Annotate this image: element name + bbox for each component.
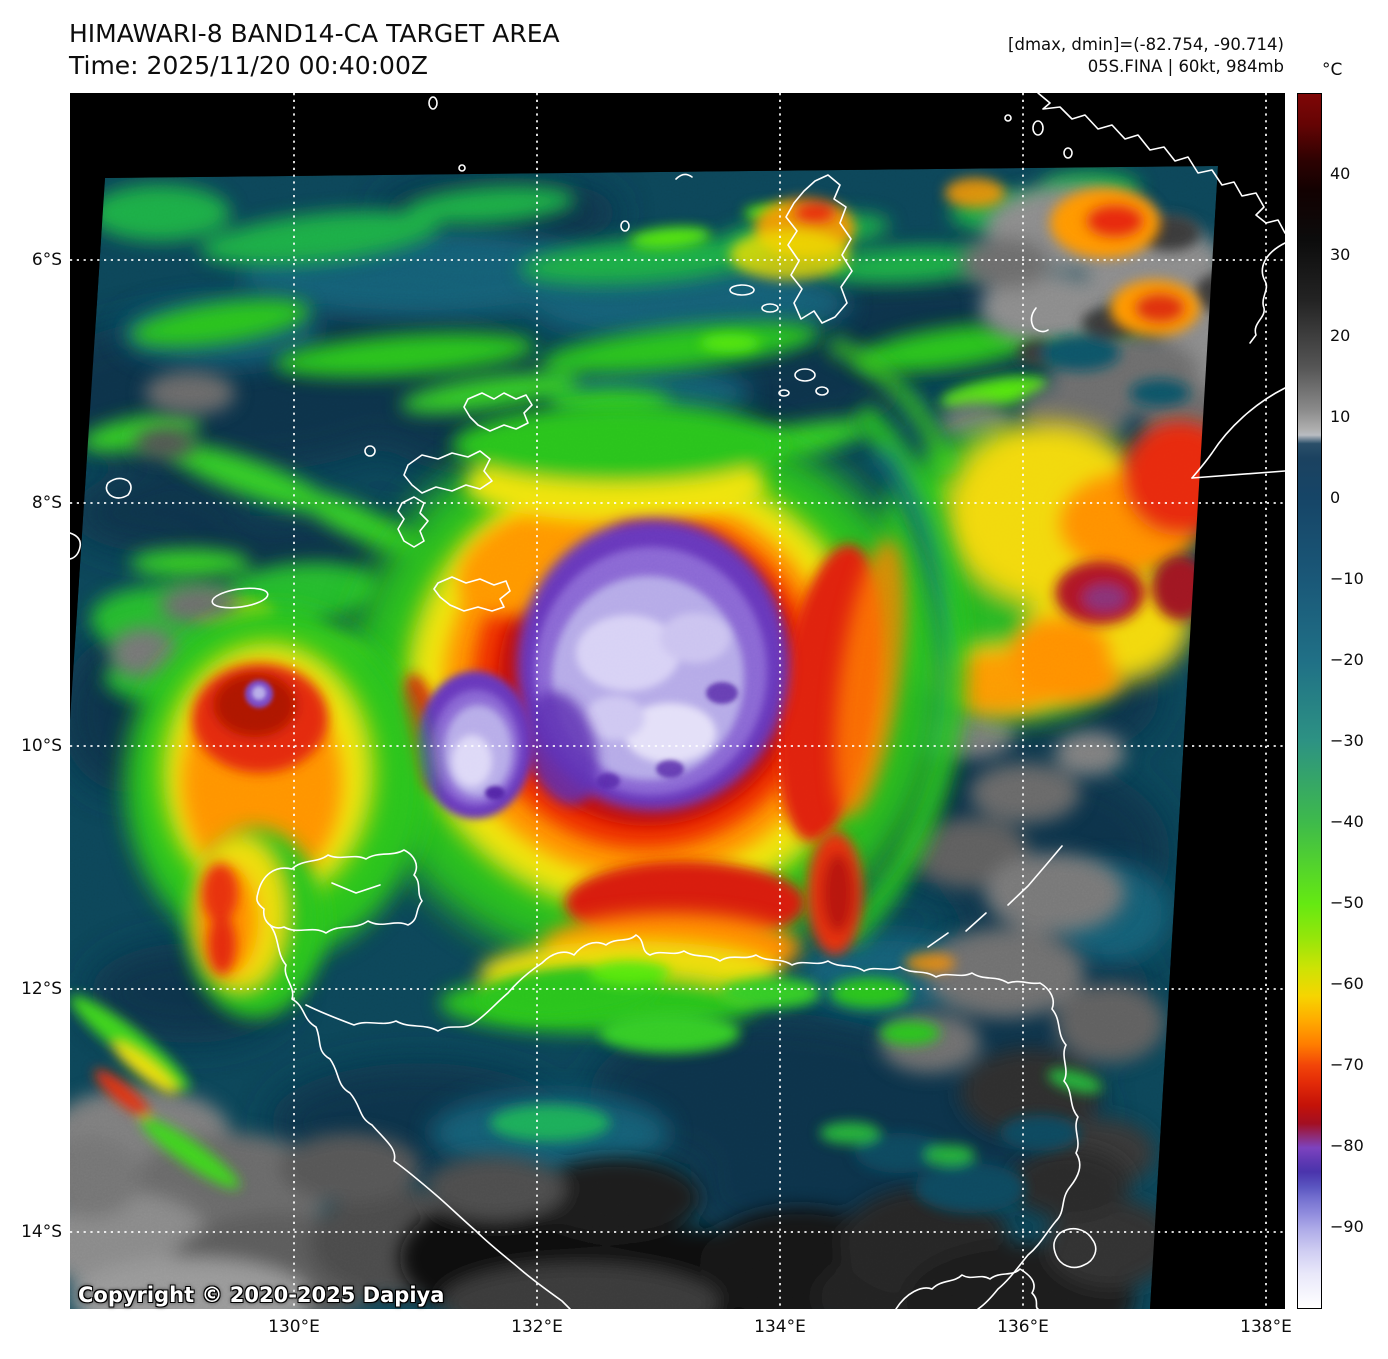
coastlines — [69, 92, 1286, 1310]
lat-tick: 12°S — [21, 979, 62, 999]
gridlines — [70, 93, 1285, 1309]
colorbar-tick: −50 — [1330, 893, 1364, 912]
lat-tick: 10°S — [21, 736, 62, 756]
lat-tick: 8°S — [31, 493, 62, 513]
figure-annotations: [dmax, dmin]=(-82.754, -90.714) 05S.FINA… — [1008, 34, 1284, 78]
colorbar-tick: −40 — [1330, 812, 1364, 831]
colorbar-unit-label: °C — [1322, 60, 1343, 80]
ir-data-swath — [70, 166, 1218, 1309]
copyright-watermark: Copyright © 2020-2025 Dapiya — [78, 1283, 445, 1307]
satellite-ir-image — [69, 92, 1286, 1310]
colorbar-tick: −20 — [1330, 650, 1364, 669]
colorbar-tick: −90 — [1330, 1217, 1364, 1236]
lon-tick: 130°E — [268, 1317, 320, 1337]
colorbar-tick: −80 — [1330, 1136, 1364, 1155]
colorbar-tick: −70 — [1330, 1055, 1364, 1074]
colorbar-tick: 20 — [1330, 326, 1351, 345]
lat-tick: 14°S — [21, 1222, 62, 1242]
colorbar-tick: 30 — [1330, 245, 1351, 264]
lon-tick: 132°E — [511, 1317, 563, 1337]
map-plot-area — [69, 92, 1286, 1310]
colorbar-tick: −30 — [1330, 731, 1364, 750]
figure-title: HIMAWARI-8 BAND14-CA TARGET AREA — [69, 19, 560, 48]
figure-time: Time: 2025/11/20 00:40:00Z — [69, 51, 428, 80]
lon-tick: 138°E — [1240, 1317, 1292, 1337]
colorbar-tick: 10 — [1330, 407, 1351, 426]
colorbar-tick: −10 — [1330, 569, 1364, 588]
colorbar — [1297, 93, 1322, 1309]
lat-tick: 6°S — [31, 250, 62, 270]
lon-tick: 136°E — [997, 1317, 1049, 1337]
colorbar-tick: −60 — [1330, 974, 1364, 993]
figure-header: HIMAWARI-8 BAND14-CA TARGET AREA Time: 2… — [69, 18, 560, 82]
storm-info-label: 05S.FINA | 60kt, 984mb — [1087, 57, 1284, 76]
colorbar-tick: 0 — [1330, 488, 1341, 507]
dmax-dmin-label: [dmax, dmin]=(-82.754, -90.714) — [1008, 35, 1284, 54]
lon-tick: 134°E — [754, 1317, 806, 1337]
colorbar-tick: 40 — [1330, 164, 1351, 183]
